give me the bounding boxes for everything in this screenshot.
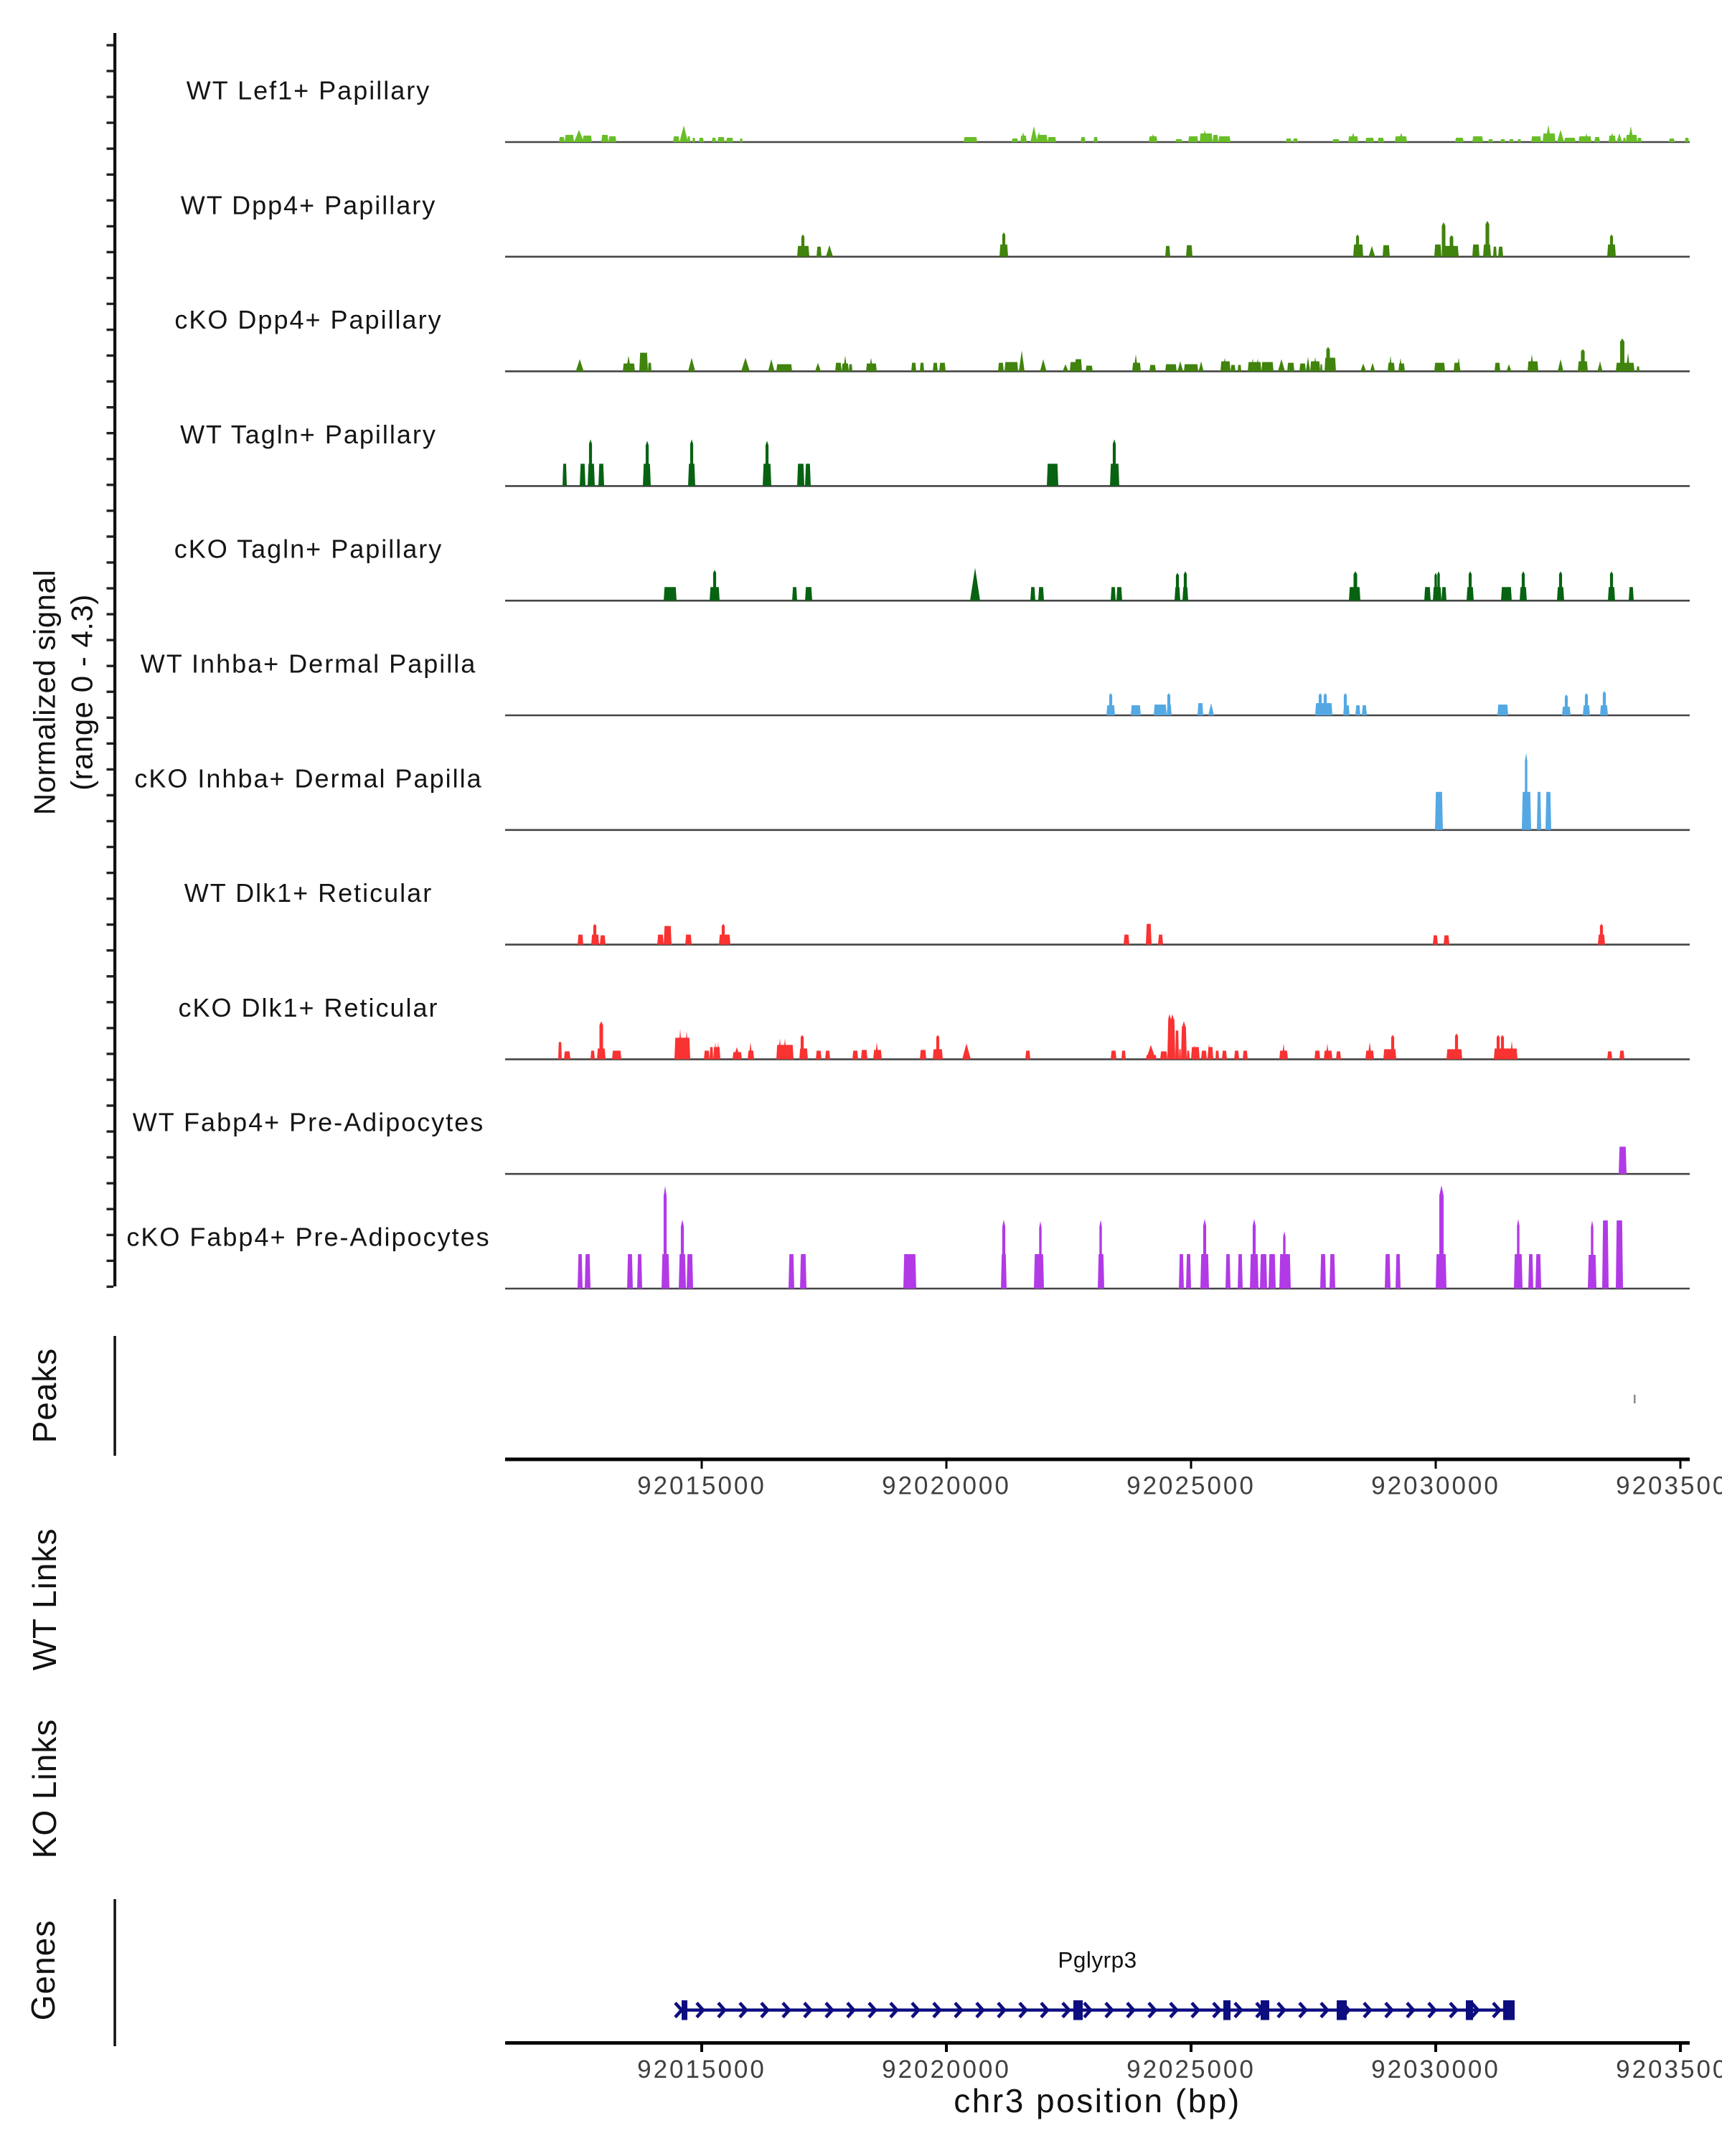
svg-text:92030000: 92030000 <box>1371 1472 1500 1500</box>
svg-text:Genes: Genes <box>24 1920 62 2021</box>
svg-text:92025000: 92025000 <box>1126 1472 1256 1500</box>
svg-text:WT Dpp4+ Papillary: WT Dpp4+ Papillary <box>181 190 436 220</box>
svg-text:Normalized signal: Normalized signal <box>28 570 62 815</box>
svg-text:92035000: 92035000 <box>1616 1472 1722 1500</box>
svg-text:WT Fabp4+ Pre-Adipocytes: WT Fabp4+ Pre-Adipocytes <box>133 1108 485 1137</box>
svg-text:cKO Tagln+ Papillary: cKO Tagln+ Papillary <box>174 535 443 564</box>
svg-text:cKO Inhba+ Dermal Papilla: cKO Inhba+ Dermal Papilla <box>134 763 482 793</box>
svg-text:(range 0 - 4.3): (range 0 - 4.3) <box>65 594 99 791</box>
svg-text:92025000: 92025000 <box>1126 2056 1256 2084</box>
svg-text:cKO Dpp4+ Papillary: cKO Dpp4+ Papillary <box>174 305 442 334</box>
svg-text:92015000: 92015000 <box>637 1472 766 1500</box>
svg-text:KO Links: KO Links <box>26 1719 63 1859</box>
svg-text:92020000: 92020000 <box>882 2056 1011 2084</box>
svg-text:WT Inhba+ Dermal Papilla: WT Inhba+ Dermal Papilla <box>141 649 477 679</box>
svg-text:Peaks: Peaks <box>26 1348 63 1444</box>
svg-text:cKO Dlk1+ Reticular: cKO Dlk1+ Reticular <box>178 993 438 1022</box>
svg-text:92030000: 92030000 <box>1371 2056 1500 2084</box>
svg-text:WT Lef1+ Papillary: WT Lef1+ Papillary <box>187 76 430 105</box>
svg-text:Pglyrp3: Pglyrp3 <box>1058 1947 1137 1973</box>
svg-text:chr3 position (bp): chr3 position (bp) <box>954 2082 1241 2119</box>
svg-text:WT Tagln+ Papillary: WT Tagln+ Papillary <box>180 420 437 449</box>
svg-text:cKO Fabp4+ Pre-Adipocytes: cKO Fabp4+ Pre-Adipocytes <box>126 1223 490 1252</box>
svg-text:92015000: 92015000 <box>637 2056 766 2084</box>
svg-text:WT Dlk1+ Reticular: WT Dlk1+ Reticular <box>184 878 433 908</box>
svg-text:92035000: 92035000 <box>1616 2056 1722 2084</box>
svg-text:WT Links: WT Links <box>26 1528 63 1671</box>
svg-text:92020000: 92020000 <box>882 1472 1011 1500</box>
